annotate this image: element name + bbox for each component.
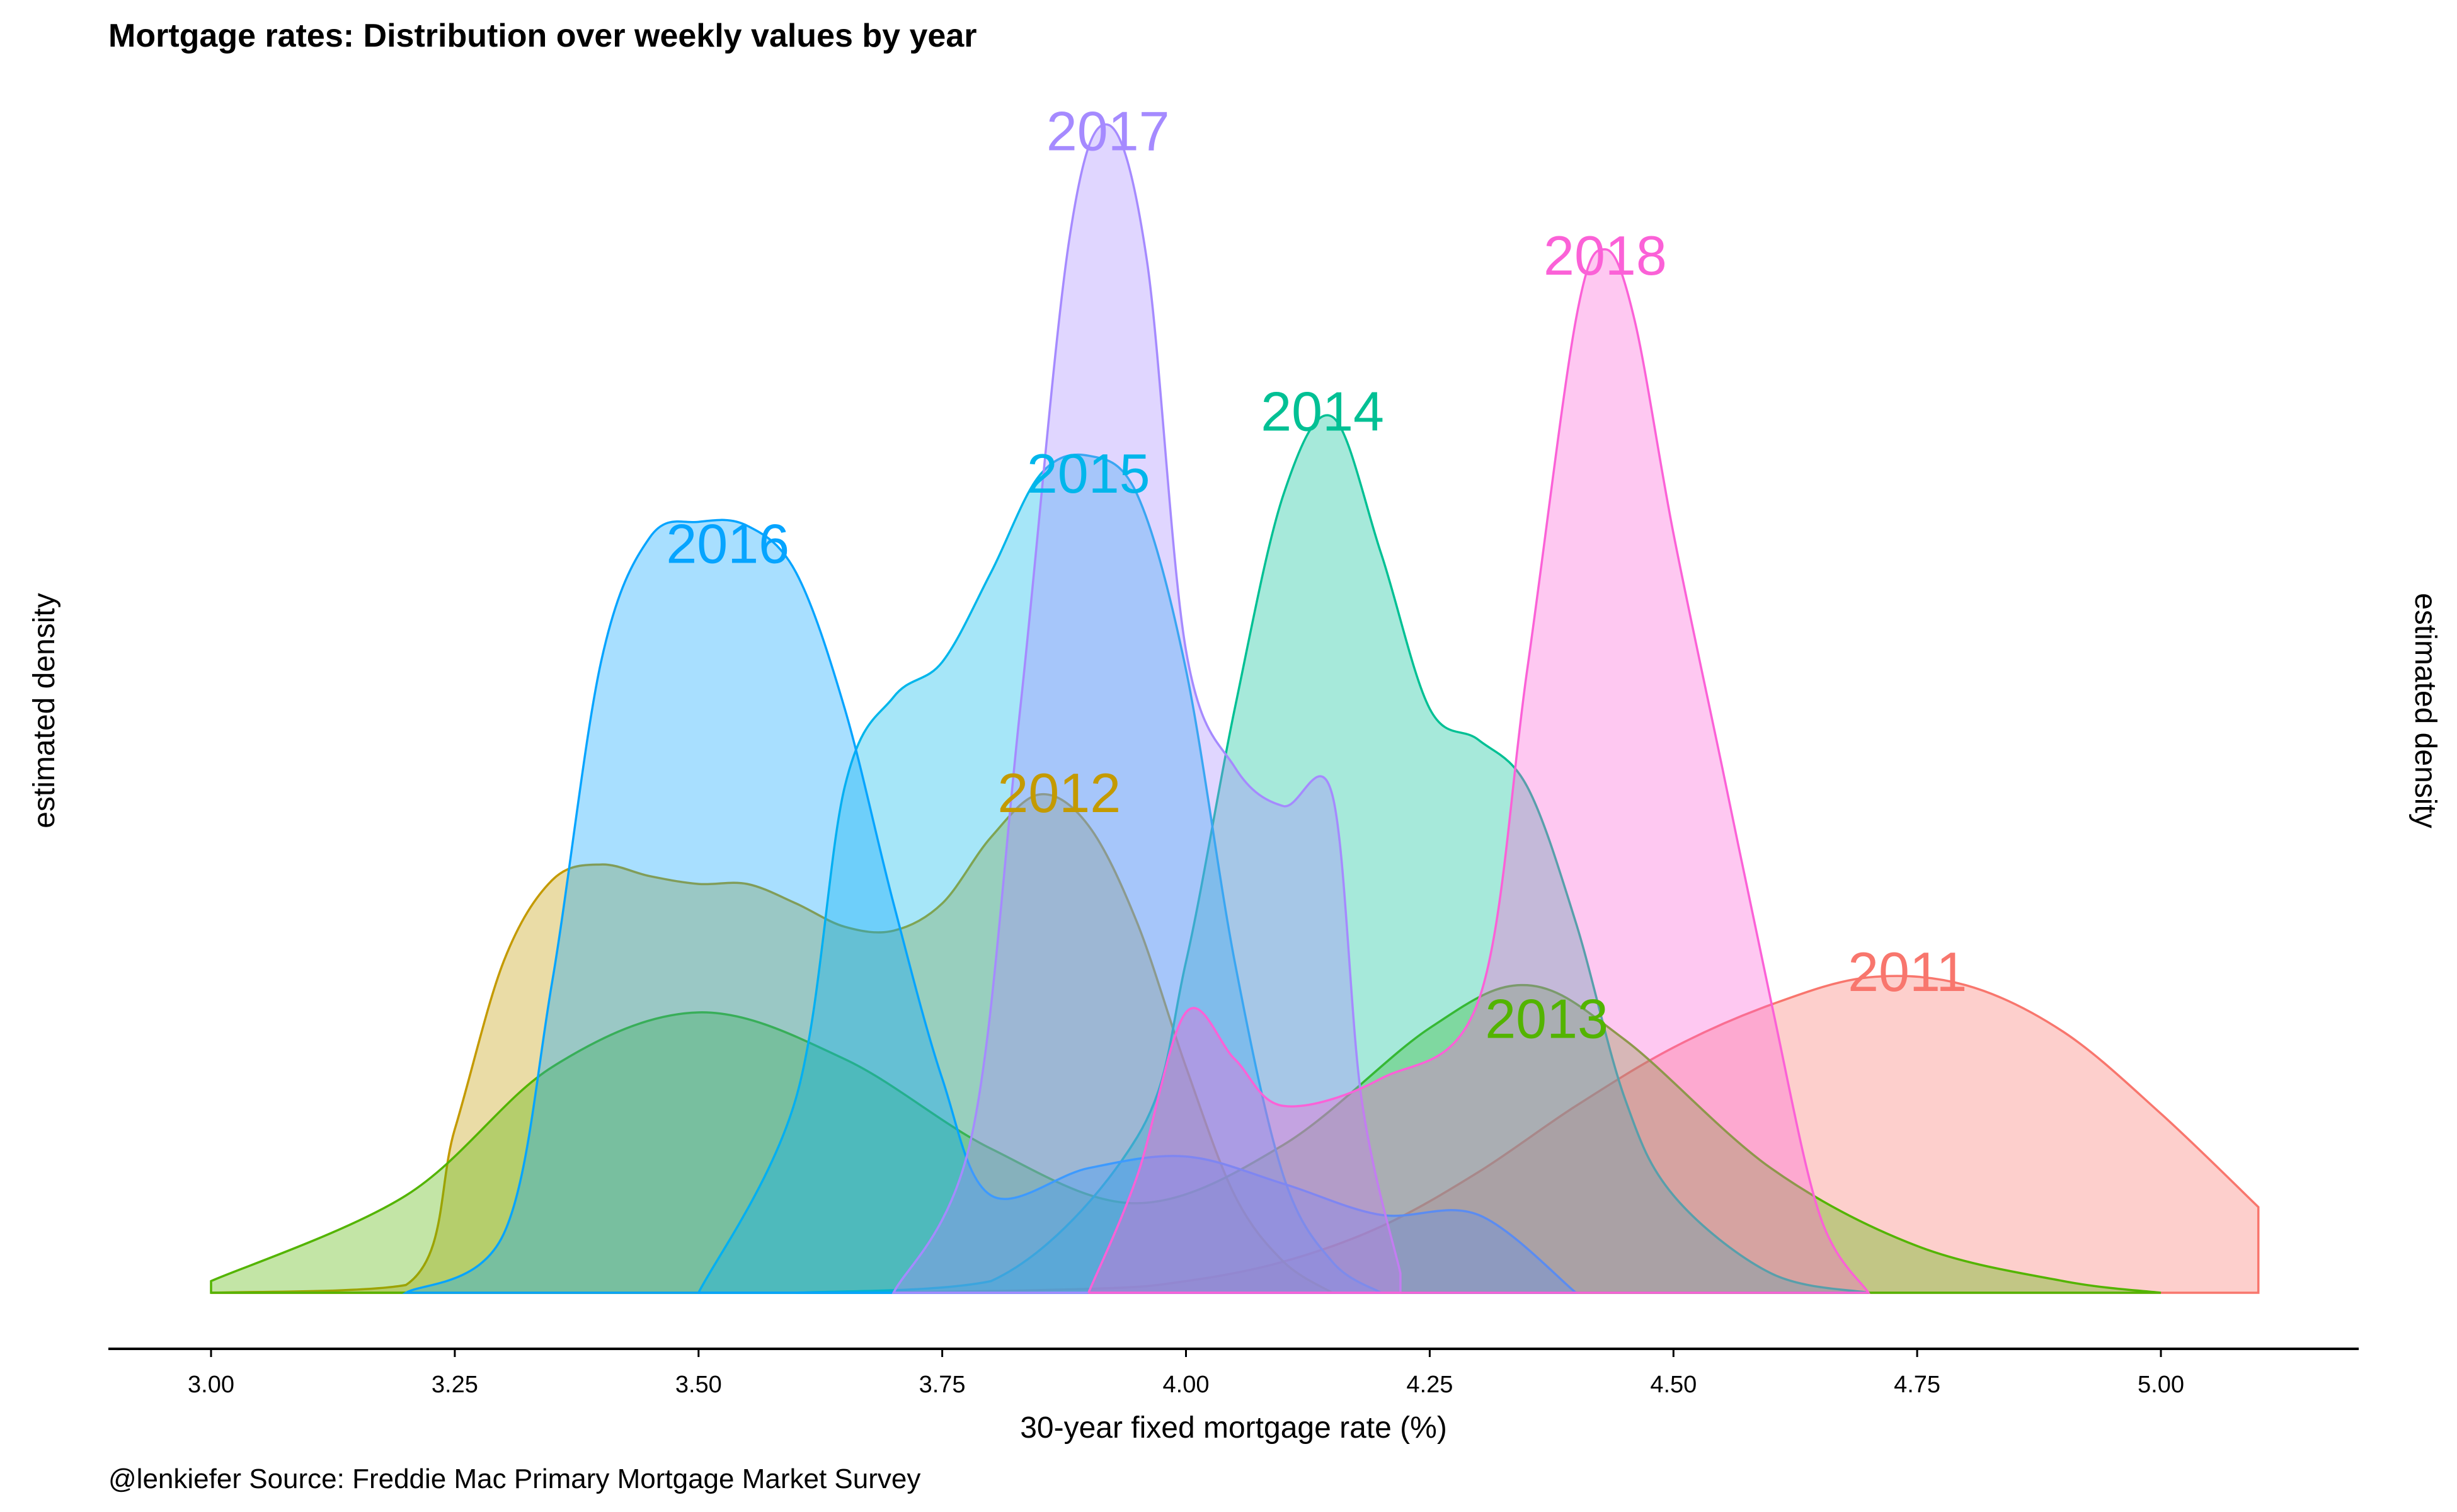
series-labels: 2011 2012 2013 2014 2015 2016 2017 2018 [666,100,1967,1050]
x-tick-label: 4.75 [1894,1372,1940,1398]
density-area-2014 [796,414,1869,1294]
x-tick-label: 4.00 [1163,1372,1210,1398]
series-label-2012: 2012 [997,762,1121,824]
density-area-2015 [696,453,1385,1294]
x-tick-label: 3.75 [919,1372,966,1398]
density-areas [210,123,2260,1294]
series-label-2011: 2011 [1848,941,1967,1003]
x-axis-label: 30-year fixed mortgage rate (%) [1020,1411,1447,1445]
x-tick-label: 5.00 [2138,1372,2184,1398]
density-area-2016 [402,518,1579,1294]
x-tick-label: 4.50 [1650,1372,1697,1398]
density-area-2017 [891,123,1402,1294]
chart-caption: @lenkiefer Source: Freddie Mac Primary M… [108,1463,920,1494]
x-tick-label: 3.00 [188,1372,234,1398]
series-label-2014: 2014 [1261,380,1384,442]
y-axis-label-left: estimated density [28,593,61,828]
x-axis-ticks: 3.00 3.25 3.50 3.75 4.00 4.25 4.50 4.75 5.00 [188,1349,2184,1398]
density-area-2018 [1087,248,1870,1294]
series-label-2016: 2016 [666,512,789,575]
x-tick-label: 3.50 [675,1372,722,1398]
density-area-2013 [210,983,2162,1294]
chart-title: Mortgage rates: Distribution over weekly… [108,18,976,54]
x-tick-label: 3.25 [432,1372,478,1398]
series-label-2015: 2015 [1027,442,1150,505]
series-label-2017: 2017 [1046,100,1170,162]
x-tick-label: 4.25 [1406,1372,1453,1398]
density-area-2012 [210,793,1336,1294]
series-label-2018: 2018 [1544,224,1667,287]
y-axis-label-right: estimated density [2408,593,2442,828]
series-label-2013: 2013 [1485,987,1608,1050]
